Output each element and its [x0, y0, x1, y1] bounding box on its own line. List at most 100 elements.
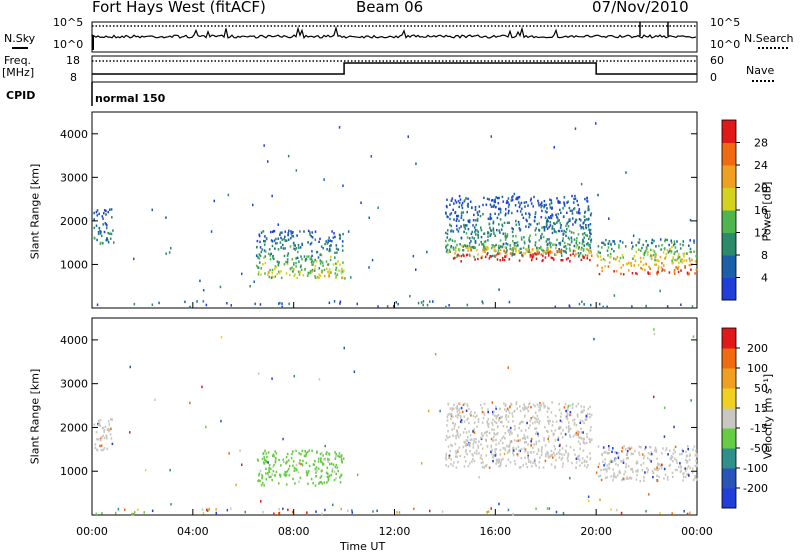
power-cell [458, 254, 460, 258]
power-cell [549, 198, 551, 201]
power-cell [461, 244, 463, 247]
power-cell [602, 258, 605, 261]
velocity-cell [220, 336, 223, 339]
velocity-cell [108, 430, 110, 433]
power-cell [505, 250, 508, 254]
power-cell [487, 251, 489, 255]
power-cell [588, 251, 591, 255]
power-cell [513, 253, 515, 256]
velocity-cell [652, 471, 655, 474]
velocity-cell [445, 438, 447, 441]
velocity-cell [625, 477, 628, 480]
power-cell [567, 200, 569, 203]
power-cell [518, 227, 521, 230]
power-cell [258, 234, 261, 238]
power-cell [480, 256, 483, 260]
power-cell [556, 197, 558, 200]
power-cell [271, 268, 274, 272]
power-cell [543, 250, 546, 253]
power-cell [267, 273, 269, 276]
power-cell [263, 239, 265, 243]
velocity-cell [688, 454, 691, 458]
velocity-cell [604, 462, 606, 465]
power-cell [469, 200, 472, 203]
power-cell [107, 210, 109, 214]
power-cell [412, 254, 415, 258]
velocity-cell [538, 420, 541, 423]
power-cell [474, 258, 476, 261]
power-cell [498, 244, 500, 248]
velocity-cell [272, 453, 275, 456]
velocity-cell [487, 423, 489, 426]
power-cell [508, 203, 510, 206]
power-cell [542, 225, 545, 229]
power-cell [686, 252, 688, 255]
velocity-cell [271, 473, 274, 476]
power-cell [509, 252, 512, 255]
power-cell [297, 243, 300, 247]
velocity-cell [455, 434, 457, 438]
velocity-cell [497, 413, 500, 417]
velocity-cell [459, 433, 462, 436]
power-cell [489, 203, 492, 206]
power-cell [634, 259, 637, 263]
velocity-cell [526, 421, 528, 425]
velocity-cell [151, 509, 154, 513]
velocity-cell [131, 512, 133, 516]
power-cell [457, 199, 460, 203]
power-cell [537, 249, 539, 252]
power-cell [336, 251, 338, 254]
power-cell [263, 249, 266, 252]
velocity-cell [684, 475, 687, 479]
power-cell [642, 252, 645, 255]
velocity-cell [615, 462, 617, 466]
velocity-colorbar-label: 15 [754, 402, 768, 415]
velocity-cell [663, 467, 666, 471]
power-cell [320, 260, 323, 263]
power-cell [582, 226, 584, 229]
power-cell [569, 218, 571, 221]
power-cell [97, 231, 100, 234]
power-cell [607, 265, 610, 268]
velocity-cell [96, 437, 98, 441]
nsky-tick-low: 10^0 [53, 38, 84, 51]
power-cell [523, 242, 526, 245]
velocity-cell [687, 447, 689, 451]
velocity-cell [572, 435, 575, 438]
velocity-cell [554, 447, 556, 451]
velocity-cell [673, 425, 675, 429]
power-cell [535, 246, 538, 249]
velocity-cell [294, 449, 297, 452]
velocity-cell [502, 425, 505, 428]
velocity-cell [465, 450, 467, 453]
power-cell [590, 251, 592, 254]
velocity-cell [517, 445, 520, 448]
power-cell [609, 252, 612, 256]
velocity-cell [465, 444, 467, 447]
velocity-cell [562, 462, 564, 465]
power-cell [498, 252, 501, 255]
power-cell [590, 240, 592, 244]
power-cell [504, 235, 507, 238]
power-cell [241, 272, 243, 276]
power-cell [446, 248, 448, 252]
power-cell [642, 263, 645, 267]
velocity-cell [636, 461, 639, 465]
power-cell [568, 229, 571, 233]
velocity-cell [466, 453, 468, 456]
power-cell [456, 217, 458, 221]
velocity-cell [619, 471, 622, 474]
velocity-cell [283, 474, 286, 477]
velocity-cell [265, 478, 268, 481]
power-cell [628, 261, 630, 265]
velocity-cell [547, 416, 549, 419]
velocity-colorbar-segment [722, 368, 736, 389]
power-cell [640, 266, 642, 270]
velocity-cell [522, 406, 524, 410]
power-cell [527, 244, 530, 248]
velocity-cell [604, 468, 606, 471]
velocity-cell [679, 462, 681, 465]
power-cell [551, 231, 554, 235]
power-cell [454, 246, 457, 249]
power-cell [689, 247, 692, 251]
